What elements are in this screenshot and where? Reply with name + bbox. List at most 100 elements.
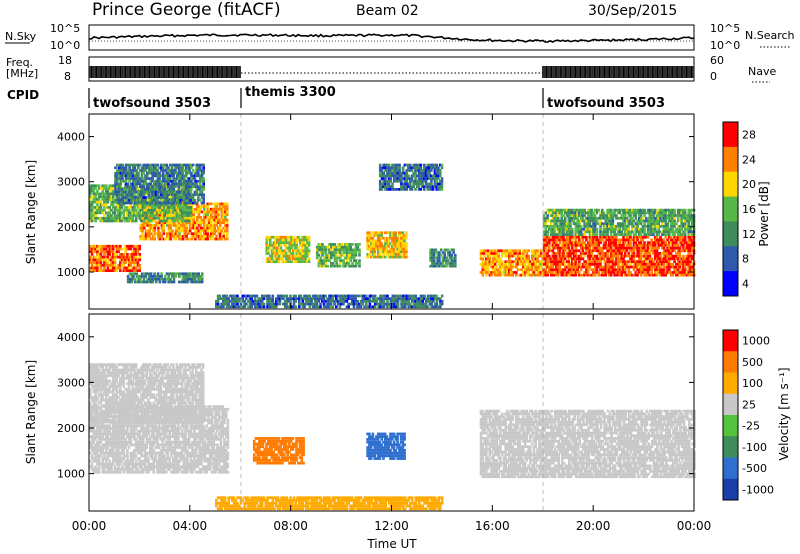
power-cell xyxy=(213,218,217,222)
power-cell xyxy=(648,263,652,266)
power-cell xyxy=(146,185,149,188)
power-cell xyxy=(683,235,687,239)
power-cell xyxy=(657,265,660,269)
power-cell xyxy=(588,241,592,244)
power-cell xyxy=(616,273,620,277)
power-cell xyxy=(170,201,174,205)
power-cell xyxy=(454,253,457,257)
power-cell xyxy=(195,188,198,191)
power-cell xyxy=(634,246,638,250)
power-cell xyxy=(158,221,162,225)
power-cell xyxy=(108,208,111,212)
power-cell xyxy=(215,218,218,222)
power-cell xyxy=(493,249,497,253)
power-cell xyxy=(144,232,148,235)
power-cell xyxy=(171,232,174,235)
power-cell xyxy=(666,260,669,263)
power-cell xyxy=(671,249,675,253)
power-cell xyxy=(197,224,201,227)
power-cell xyxy=(92,184,96,188)
power-cell xyxy=(272,244,276,247)
power-cell xyxy=(224,213,227,216)
power-cell xyxy=(168,201,172,205)
power-cell xyxy=(421,177,424,180)
power-cell xyxy=(142,275,146,278)
power-cell xyxy=(349,264,352,268)
power-cell xyxy=(97,244,101,248)
power-cell xyxy=(194,226,197,230)
power-cell xyxy=(184,185,188,188)
power-cell xyxy=(585,260,588,263)
power-cell xyxy=(328,248,331,252)
power-cell xyxy=(676,254,680,258)
power-cell xyxy=(532,249,536,253)
power-cell xyxy=(198,163,202,167)
power-cell xyxy=(99,208,103,212)
power-cell xyxy=(387,188,391,191)
power-cell xyxy=(563,254,567,258)
power-cell xyxy=(513,265,516,269)
power-cell xyxy=(197,277,200,281)
power-cell xyxy=(673,241,676,244)
power-cell xyxy=(629,246,632,250)
power-cell xyxy=(657,254,660,258)
power-cell xyxy=(167,229,171,233)
power-cell xyxy=(215,205,218,208)
power-cell xyxy=(166,208,170,212)
power-cell xyxy=(436,251,439,254)
power-cell xyxy=(174,224,178,227)
power-cell xyxy=(185,272,188,276)
power-cell xyxy=(202,224,206,227)
power-cell xyxy=(454,256,457,260)
power-cell xyxy=(431,259,434,262)
power-cell xyxy=(389,171,393,175)
power-cell xyxy=(277,244,281,247)
power-cell xyxy=(378,247,382,251)
power-cell xyxy=(141,237,144,241)
power-cell xyxy=(556,249,560,253)
power-cell xyxy=(144,224,148,227)
power-cell xyxy=(190,201,193,205)
power-cell xyxy=(103,214,106,217)
power-cell xyxy=(650,241,653,244)
power-cell xyxy=(302,257,306,261)
power-cell xyxy=(220,207,224,211)
power-cell xyxy=(127,216,131,220)
power-cell xyxy=(133,206,136,209)
power-cell xyxy=(192,232,195,235)
power-cell xyxy=(419,177,423,180)
power-cell xyxy=(187,208,191,212)
power-cell xyxy=(574,211,578,215)
power-cell xyxy=(302,252,306,255)
power-cell xyxy=(553,257,556,261)
power-cell xyxy=(277,252,281,255)
power-cell xyxy=(429,256,432,260)
power-cell xyxy=(609,244,613,247)
power-cell xyxy=(147,185,151,188)
power-cell xyxy=(625,235,629,239)
power-cell xyxy=(199,210,202,214)
power-cell xyxy=(119,179,123,183)
power-cell xyxy=(490,265,493,269)
power-cell xyxy=(602,273,606,277)
power-cell xyxy=(173,203,177,207)
power-cell xyxy=(120,203,124,207)
power-cell xyxy=(509,249,513,253)
power-cell xyxy=(562,252,565,255)
power-cell xyxy=(553,227,556,231)
power-cell xyxy=(428,174,431,178)
power-cell xyxy=(124,190,128,194)
power-cell xyxy=(162,237,165,241)
power-cell xyxy=(295,257,299,261)
power-cell xyxy=(94,261,97,264)
power-cell xyxy=(293,238,297,242)
power-cell xyxy=(493,271,497,274)
power-cell xyxy=(401,250,405,253)
power-cell xyxy=(399,242,403,245)
power-cell xyxy=(172,232,176,235)
power-cell xyxy=(661,252,664,255)
power-cell xyxy=(424,179,428,183)
power-cell xyxy=(208,207,211,211)
power-cell xyxy=(101,244,104,248)
power-cell xyxy=(286,235,290,239)
